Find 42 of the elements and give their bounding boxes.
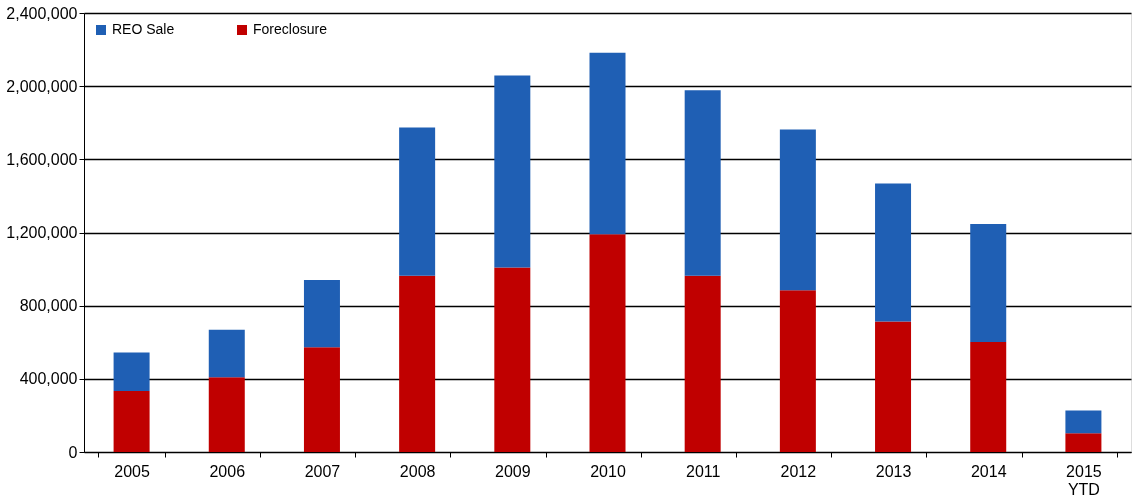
y-tick-label: 400,000 bbox=[19, 370, 78, 388]
bar bbox=[399, 275, 436, 452]
bar bbox=[303, 279, 340, 348]
legend-label: Foreclosure bbox=[253, 21, 328, 37]
bar bbox=[113, 352, 150, 391]
x-tick-label: 2013 bbox=[875, 462, 912, 480]
bar bbox=[875, 321, 912, 452]
x-tick-label: 2008 bbox=[399, 462, 436, 480]
x-tick-label: 2012 bbox=[780, 462, 817, 480]
bar bbox=[208, 329, 245, 378]
bar bbox=[399, 127, 436, 276]
bar bbox=[684, 275, 721, 452]
bar bbox=[1065, 410, 1102, 434]
bar bbox=[684, 90, 721, 276]
bar bbox=[494, 267, 531, 452]
bar bbox=[1065, 433, 1102, 452]
bar bbox=[589, 52, 626, 235]
y-tick-label: 0 bbox=[68, 443, 78, 461]
x-tick-label: 2005 bbox=[114, 462, 150, 480]
bar bbox=[589, 234, 626, 452]
x-tick-label: 2015 YTD bbox=[1066, 462, 1102, 498]
x-tick-label: 2010 bbox=[590, 462, 626, 480]
bar bbox=[779, 129, 816, 291]
y-tick-label: 2,000,000 bbox=[6, 77, 78, 95]
legend-label: REO Sale bbox=[112, 21, 175, 37]
y-tick-label: 800,000 bbox=[19, 297, 78, 315]
bar bbox=[113, 390, 150, 452]
bar bbox=[875, 183, 912, 322]
bar bbox=[779, 290, 816, 452]
x-tick-label: 2011 bbox=[685, 462, 721, 480]
y-tick-label: 2,400,000 bbox=[6, 4, 78, 22]
bar bbox=[970, 342, 1007, 452]
y-tick-label: 1,600,000 bbox=[6, 150, 78, 168]
x-tick-label: 2009 bbox=[495, 462, 531, 480]
bar bbox=[970, 223, 1007, 343]
y-tick-label: 1,200,000 bbox=[6, 224, 78, 241]
bar bbox=[494, 75, 531, 268]
x-tick-label: 2014 bbox=[970, 462, 1007, 480]
bar bbox=[208, 377, 245, 452]
bar bbox=[303, 347, 340, 452]
x-tick-label: 2006 bbox=[209, 462, 246, 480]
x-tick-label: 2007 bbox=[304, 462, 341, 480]
